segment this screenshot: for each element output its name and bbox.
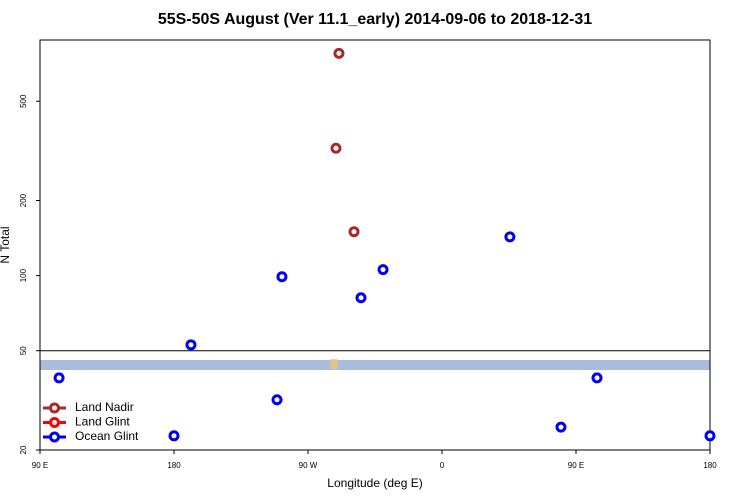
point: [377, 264, 389, 276]
x-axis-label: Longitude (deg E): [327, 476, 422, 490]
x-tick-label: 90 E: [568, 461, 584, 470]
y-tick-label: 50: [19, 346, 28, 355]
y-axis-label: N Total: [0, 226, 12, 263]
point: [704, 430, 716, 442]
point: [355, 292, 367, 304]
band-highlight: [330, 359, 338, 369]
legend-marker: [49, 402, 60, 414]
point: [348, 226, 360, 238]
y-tick-label: 100: [19, 268, 28, 282]
y-tick-label: 500: [19, 94, 28, 108]
chart-title: 55S-50S August (Ver 11.1_early) 2014-09-…: [158, 11, 592, 28]
x-tick-label: 0: [440, 461, 445, 470]
legend-label: Ocean Glint: [75, 429, 139, 443]
plot-frame: [39, 39, 711, 451]
y-tick-label: 20: [19, 445, 28, 454]
band: [40, 360, 710, 370]
point: [185, 339, 197, 351]
point: [591, 372, 603, 384]
y-tick-label: 200: [19, 193, 28, 207]
legend-label: Land Glint: [75, 415, 130, 429]
legend-marker: [49, 417, 60, 428]
point: [333, 47, 345, 59]
x-tick-label: 180: [167, 461, 181, 470]
point: [271, 394, 283, 406]
point: [53, 372, 65, 384]
x-tick-label: 90 W: [299, 461, 318, 470]
x-tick-label: 90 E: [32, 461, 48, 470]
point: [555, 421, 567, 433]
point: [276, 271, 288, 283]
legend-marker: [49, 431, 60, 443]
point: [168, 430, 180, 442]
point: [330, 142, 342, 154]
x-tick-label: 180: [703, 461, 717, 470]
point: [504, 231, 516, 243]
legend-label: Land Nadir: [75, 400, 134, 414]
